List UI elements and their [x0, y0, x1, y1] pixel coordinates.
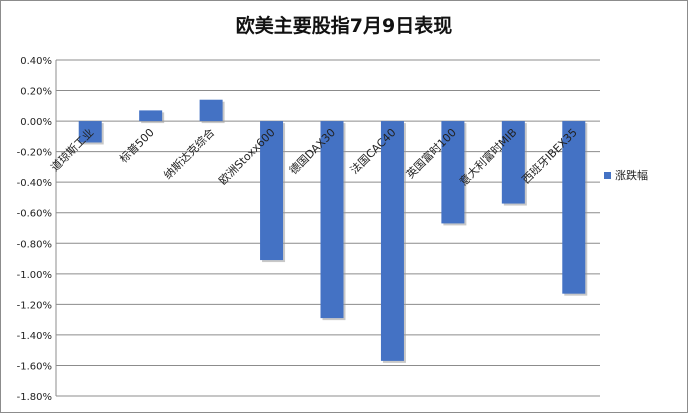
bar [139, 110, 163, 122]
bar [199, 99, 223, 122]
category-label: 纳斯达克综合 [161, 125, 218, 182]
y-tick-label: -1.60% [17, 361, 52, 372]
y-tick-label: -1.40% [17, 331, 52, 342]
y-tick-label: -1.00% [17, 270, 52, 281]
y-tick-label: -0.80% [17, 239, 52, 250]
y-tick-label: -1.80% [17, 392, 52, 403]
y-tick-label: -0.40% [17, 178, 52, 189]
bar [260, 121, 284, 261]
legend: 涨跌幅 [604, 168, 648, 182]
bar [501, 121, 525, 204]
legend-label: 涨跌幅 [615, 168, 648, 182]
bar [441, 121, 465, 224]
y-tick-label: -0.20% [17, 148, 52, 159]
bar [562, 121, 586, 294]
y-tick-label: -0.60% [17, 209, 52, 220]
chart-title: 欧美主要股指7月9日表现 [236, 14, 452, 37]
y-tick-label: 0.00% [20, 117, 52, 128]
category-label: 道琼斯工业 [48, 125, 97, 174]
legend-swatch [604, 172, 611, 179]
y-tick-label: 0.20% [20, 87, 52, 98]
bars [78, 99, 588, 363]
y-tick-labels: 0.40% 0.20% 0.00% -0.20% -0.40% -0.60% -0.80% -… [17, 56, 52, 403]
category-labels: 道琼斯工业 标普500 纳斯达克综合 欧洲Stoxx600 德国DAX30 法国CAC40… [48, 125, 580, 188]
bar [78, 121, 102, 143]
category-label: 标普500 [116, 125, 156, 165]
bar [380, 121, 404, 361]
bar [320, 121, 344, 319]
y-tick-label: 0.40% [20, 56, 52, 67]
y-tick-label: -1.20% [17, 300, 52, 311]
